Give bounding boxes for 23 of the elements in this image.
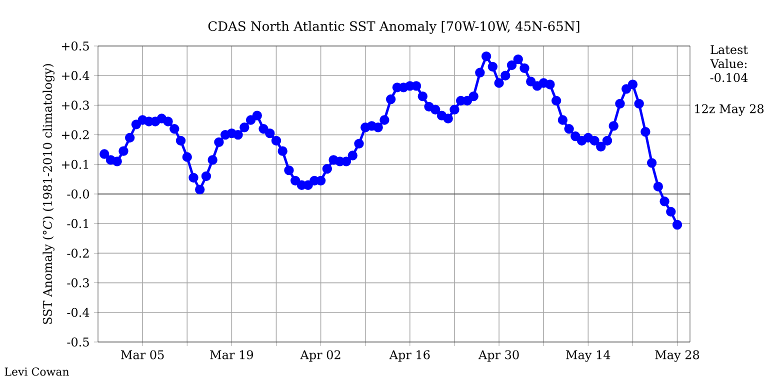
x-tick-label: May 14 [566,350,610,362]
chart-title: CDAS North Atlantic SST Anomaly [70W-10W, 45N-65N] [208,21,580,34]
text: Levi Cowan [4,367,70,376]
x-tick-label: Mar 05 [121,350,164,360]
y-tick-label: +0.5 [62,41,89,51]
y-axis-title: SST Anomaly (°C) (1981-2010 climatology) [42,64,54,324]
text: 12z May 28 [695,104,764,116]
x-tick-label: Apr 30 [478,350,519,362]
y-tick-label: +0.4 [62,71,90,80]
x-tick-label: Mar 19 [210,350,253,360]
y-tick-label: -0.0 [67,189,90,199]
x-tick-label: Apr 16 [389,350,430,362]
y-tick-label: +0.2 [62,130,89,140]
y-tick-label: -0.4 [67,308,90,317]
y-tick-label: -0.1 [67,219,88,228]
y-tick-label: +0.3 [62,100,89,110]
y-tick-label: -0.2 [67,248,89,258]
x-tick-label: Apr 02 [300,350,340,362]
y-tick-label: -0.5 [67,337,89,347]
text: Latest Value: -0.104 [710,45,748,82]
x-tick-label: May 28 [655,350,700,362]
y-tick-label: +0.1 [62,160,88,169]
y-tick-label: -0.3 [67,278,89,288]
